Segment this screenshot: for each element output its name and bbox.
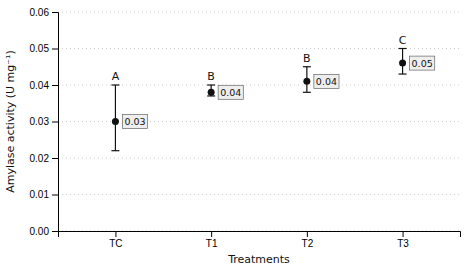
labels: 0.03 0.04 0.04 0.05 A B B C [112, 34, 435, 129]
x-tick: T3 [397, 231, 409, 249]
y-tick: 0.02 [30, 153, 58, 164]
x-tick: T1 [206, 231, 218, 249]
y-tick: 0.00 [30, 226, 58, 237]
error-bar-cap-upper [303, 66, 311, 67]
error-bar-cap-upper [207, 84, 215, 85]
value-label: 0.03 [124, 116, 145, 127]
grid [58, 12, 460, 231]
y-tick: 0.04 [30, 80, 58, 91]
error-bar-cap-upper [111, 84, 119, 85]
x-tick-mark [211, 231, 212, 237]
x-tick-mark [307, 231, 308, 237]
value-label-background [314, 74, 339, 88]
annotation: B [303, 52, 311, 65]
y-axis: 0.00 0.01 0.02 0.03 0.04 0.05 0.06 [30, 7, 59, 237]
point [399, 60, 406, 67]
y-tick-label: 0.05 [30, 43, 50, 54]
value-label-background [410, 56, 435, 70]
grid-line [58, 158, 460, 159]
x-axis-line [59, 232, 461, 238]
error-bar-stem [115, 85, 116, 151]
error-bar-cap-lower [303, 92, 311, 93]
y-tick-mark [52, 12, 58, 13]
value-label-background [218, 85, 243, 99]
point [112, 118, 119, 125]
y-tick-mark [52, 85, 58, 86]
value-label-box: 0.03 [122, 115, 147, 129]
error-bar-cap-upper [399, 48, 407, 49]
marks [111, 49, 406, 151]
grid-line [58, 12, 460, 13]
value-label-background [122, 115, 147, 129]
chart: 0.00 0.01 0.02 0.03 0.04 0.05 0.06 TC T1 T2 T3 0.03… [0, 0, 474, 269]
error-bar [207, 85, 215, 96]
value-label-box: 0.04 [314, 74, 339, 88]
y-tick: 0.05 [30, 43, 58, 54]
x-tick-label: T2 [302, 238, 314, 249]
error-bar [303, 67, 311, 93]
x-axis: TC T1 T2 T3 [59, 231, 461, 249]
y-tick: 0.01 [30, 189, 58, 200]
x-tick-label: TC [109, 238, 122, 249]
point [303, 78, 310, 85]
error-bar [111, 85, 119, 151]
y-tick-label: 0.03 [30, 116, 50, 127]
y-axis-title: Amylase activity (U mg⁻¹) [4, 50, 17, 193]
error-bar [399, 49, 407, 75]
y-tick-label: 0.04 [30, 80, 50, 91]
x-tick-label: T1 [206, 238, 218, 249]
annotation: B [207, 70, 215, 83]
x-tick-mark [403, 231, 404, 237]
y-tick: 0.03 [30, 116, 58, 127]
value-label: 0.05 [412, 58, 433, 69]
value-label: 0.04 [316, 76, 337, 87]
value-label-box: 0.05 [410, 56, 435, 70]
y-tick: 0.06 [30, 7, 58, 18]
annotation: C [399, 34, 407, 47]
grid-line [58, 194, 460, 195]
error-bar-cap-lower [399, 73, 407, 74]
y-axis-line [52, 13, 59, 232]
grid-line [58, 85, 460, 86]
y-tick-mark [52, 195, 58, 196]
y-tick-mark [52, 231, 58, 232]
y-tick-mark [52, 122, 58, 123]
y-tick-mark [52, 49, 58, 50]
x-tick-label: T3 [397, 238, 409, 249]
grid-line [58, 48, 460, 49]
plot-area: 0.00 0.01 0.02 0.03 0.04 0.05 0.06 TC T1 T2 T3 0.03… [30, 7, 461, 249]
y-tick-label: 0.01 [30, 189, 50, 200]
y-tick-label: 0.06 [30, 7, 50, 18]
y-tick-label: 0.02 [30, 153, 50, 164]
annotation: A [112, 70, 120, 83]
y-tick-mark [52, 158, 58, 159]
y-tick-label: 0.00 [30, 226, 50, 237]
x-tick-mark [115, 231, 116, 237]
value-label-box: 0.04 [218, 85, 243, 99]
x-axis-title: Treatments [227, 253, 290, 266]
x-tick: TC [109, 231, 122, 249]
x-tick: T2 [302, 231, 314, 249]
error-bar-cap-lower [111, 150, 119, 151]
value-label: 0.04 [220, 87, 241, 98]
point [208, 89, 215, 96]
